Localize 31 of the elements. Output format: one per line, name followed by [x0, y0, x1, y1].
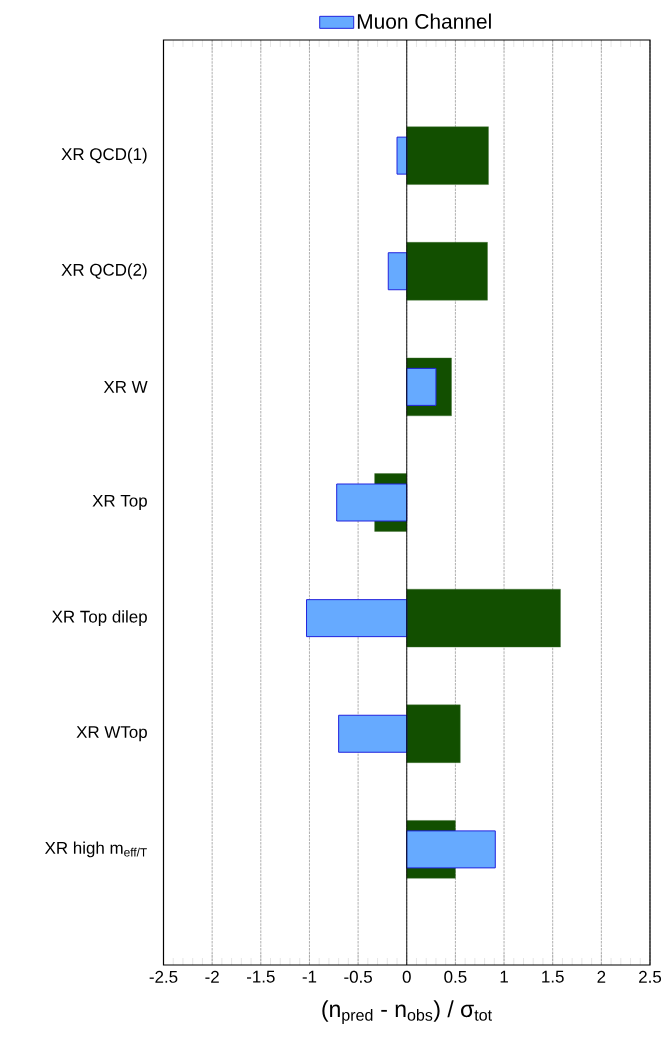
- x-tick-label: 2.5: [639, 970, 662, 983]
- y-tick-label: XR QCD(2): [61, 263, 147, 280]
- x-tick-label: 2: [597, 970, 606, 983]
- x-tick-label: -2.5: [149, 970, 178, 983]
- x-tick-label: -0.5: [344, 970, 372, 983]
- bar: [396, 136, 408, 175]
- y-tick-label: XR high m$_{eff/T}$: [44, 841, 147, 858]
- x-tick-label: 1: [500, 970, 508, 983]
- x-tick-label: -1: [302, 970, 317, 983]
- bar: [406, 242, 488, 301]
- y-tick-label: XR Top dilep: [52, 610, 147, 627]
- bar: [406, 830, 496, 869]
- bar: [406, 126, 489, 185]
- x-axis-title: (n$_{pred}$ - n$_{obs}$) / σ$_{tot}$: [322, 1000, 492, 1024]
- x-tick-label: 1.5: [542, 970, 564, 983]
- bar: [406, 367, 437, 406]
- y-tick-label: XR W: [103, 381, 148, 393]
- y-tick-label: XR QCD(1): [61, 147, 147, 164]
- x-tick-label: 0.5: [444, 970, 467, 983]
- bar: [338, 714, 408, 753]
- bar: [336, 483, 408, 522]
- legend-label: Muon Channel: [357, 13, 491, 29]
- y-tick-label: XR WTop: [76, 726, 147, 742]
- bar: [406, 704, 461, 763]
- x-tick-label: -2: [205, 970, 219, 983]
- x-tick-label: -1.5: [246, 970, 275, 983]
- bar: [306, 599, 408, 638]
- bar: [387, 252, 408, 291]
- bar: [406, 589, 561, 648]
- y-tick-label: XR Top: [92, 494, 147, 511]
- x-tick-label: 0: [402, 970, 411, 983]
